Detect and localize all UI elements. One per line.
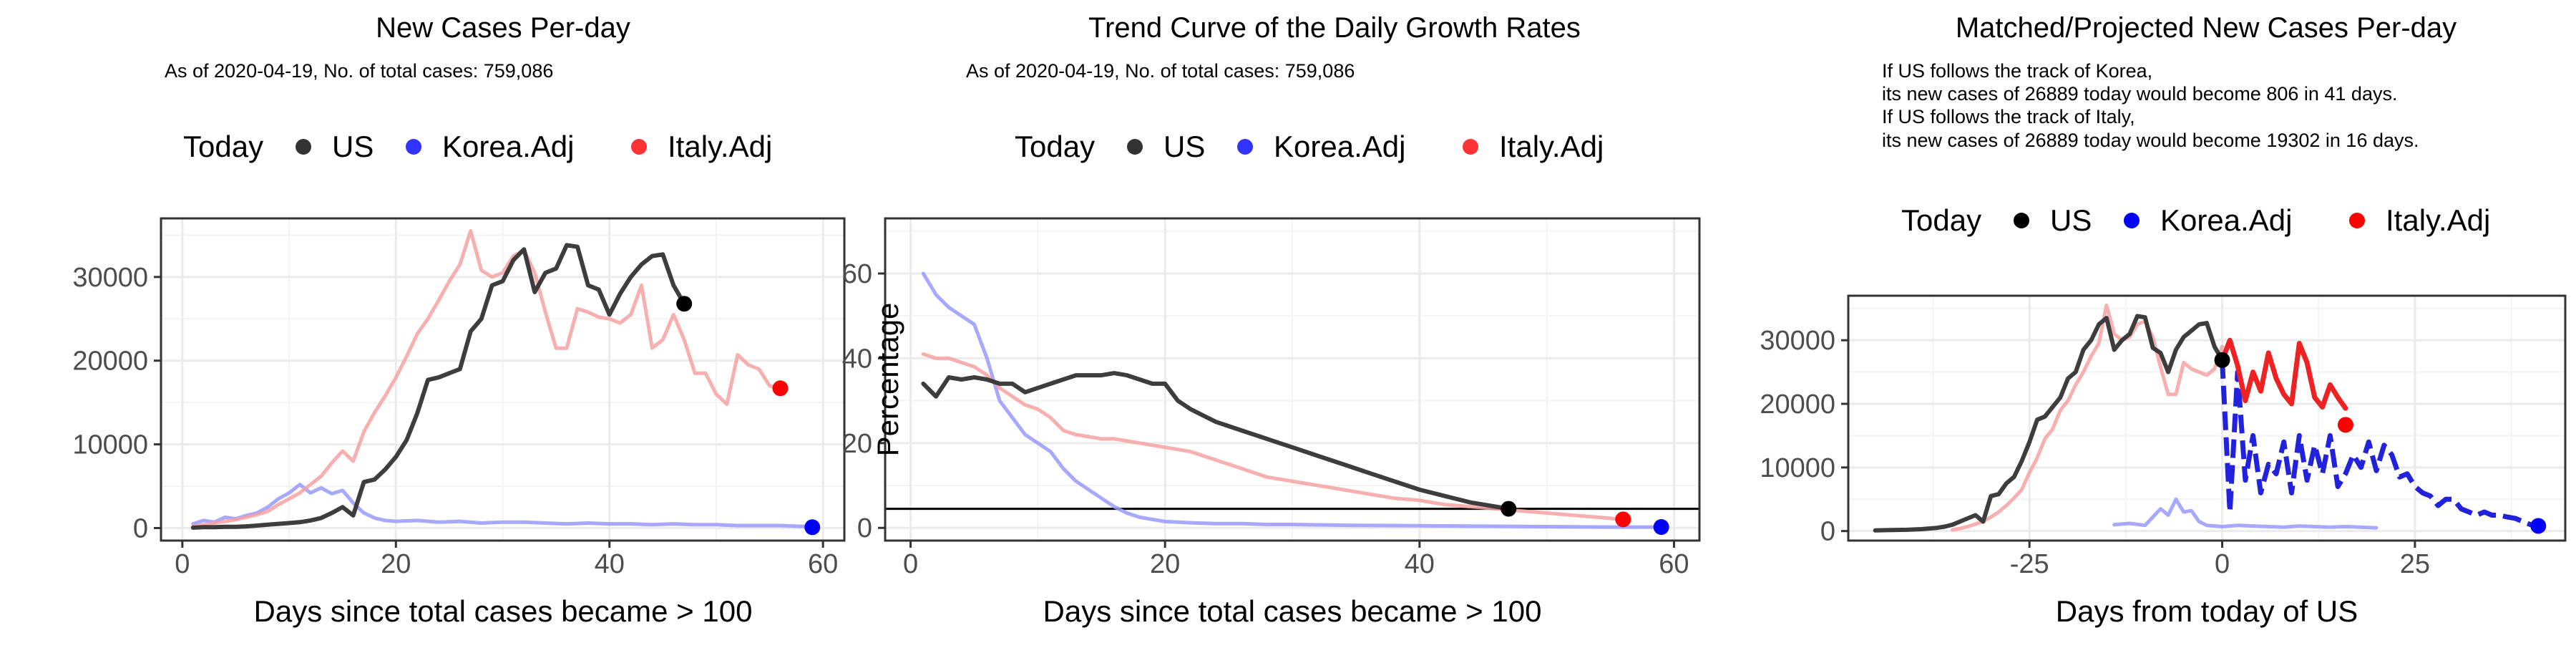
annotation-line: its new cases of 26889 today would becom… xyxy=(1882,130,2419,151)
series-lines xyxy=(190,229,814,530)
series-line-korea-adj xyxy=(2112,497,2379,530)
chart-panel-2: Trend Curve of the Daily Growth Rates As … xyxy=(842,12,1701,628)
x-tick-label: 0 xyxy=(175,549,190,579)
x-axis-title: Days since total cases became > 100 xyxy=(1043,594,1542,628)
today-point-korea-adj xyxy=(1653,519,1669,536)
y-tick-label: 30000 xyxy=(1760,326,1835,356)
x-tick-label: 25 xyxy=(2400,549,2430,579)
grid xyxy=(161,218,844,541)
annotation-line: its new cases of 26889 today would becom… xyxy=(1882,83,2397,105)
legend-title: Today xyxy=(183,130,263,163)
y-tick-label: 20000 xyxy=(72,347,148,377)
legend-label: Italy.Adj xyxy=(2386,203,2490,237)
x-tick-label: 40 xyxy=(1405,549,1435,579)
legend-label: US xyxy=(2050,203,2092,237)
legend-marker xyxy=(2124,213,2140,228)
series-line-italy-adj xyxy=(1951,303,2224,532)
today-point-italy-adj xyxy=(2337,417,2353,433)
legend-title: Today xyxy=(1015,130,1095,163)
y-tick-label: 40 xyxy=(842,344,872,374)
y-tick-label: 0 xyxy=(857,513,872,543)
series-lines xyxy=(1873,303,2539,533)
series-line-korea-adj xyxy=(921,271,1664,529)
x-tick-label: 60 xyxy=(1659,549,1689,579)
y-tick-label: 10000 xyxy=(72,430,148,460)
y-tick-label: 60 xyxy=(842,259,872,289)
today-point-italy-adj xyxy=(772,380,789,397)
chart-legend: Today US Korea.Adj Italy.Adj xyxy=(183,130,772,163)
legend-label: US xyxy=(332,130,374,163)
y-tick-label: 0 xyxy=(133,513,148,543)
chart-legend: Today US Korea.Adj Italy.Adj xyxy=(1901,203,2490,237)
legend-marker xyxy=(2349,213,2365,228)
today-point-italy-adj xyxy=(1615,511,1631,528)
today-point-us xyxy=(1501,500,1517,517)
x-axis-title: Days since total cases became > 100 xyxy=(254,594,753,628)
chart-panel-3: Matched/Projected New Cases Per-day If US… xyxy=(1760,12,2567,628)
series-line-italy-adj xyxy=(921,352,1625,521)
chart-subtitle: As of 2020-04-19, No. of total cases: 75… xyxy=(966,60,1355,82)
x-tick-label: 0 xyxy=(2215,549,2230,579)
x-tick-label: 20 xyxy=(381,549,411,579)
legend-marker xyxy=(1127,139,1143,155)
y-tick-label: 10000 xyxy=(1760,453,1835,483)
series-line-us xyxy=(921,371,1511,511)
legend-label: Korea.Adj xyxy=(1274,130,1405,163)
chart-title: Matched/Projected New Cases Per-day xyxy=(1956,12,2457,44)
y-axis-title: Percentage xyxy=(871,303,904,457)
annotation-line: If US follows the track of Italy, xyxy=(1882,106,2135,127)
annotation-line: If US follows the track of Korea, xyxy=(1882,60,2152,82)
series-line-us xyxy=(1873,314,2225,533)
legend-label: Korea.Adj xyxy=(442,130,574,163)
series-line-us xyxy=(190,243,687,530)
series-line-korea-adj xyxy=(191,483,814,528)
x-tick-label: 60 xyxy=(808,549,838,579)
today-point-korea-adj xyxy=(804,519,821,536)
legend-marker xyxy=(2014,213,2029,228)
today-point-us xyxy=(676,296,693,312)
y-tick-label: 30000 xyxy=(72,263,148,293)
chart-panel-1: New Cases Per-day As of 2020-04-19, No. o… xyxy=(72,12,846,628)
y-tick-label: 0 xyxy=(1820,517,1835,547)
legend-label: Korea.Adj xyxy=(2160,203,2292,237)
x-tick-label: -25 xyxy=(2010,549,2049,579)
x-tick-label: 0 xyxy=(903,549,918,579)
plot-border xyxy=(160,217,846,542)
series-line-korea-adj-projection xyxy=(2220,359,2539,528)
plot-border xyxy=(1847,294,2567,542)
legend-label: Italy.Adj xyxy=(1499,130,1604,163)
chart-legend: Today US Korea.Adj Italy.Adj xyxy=(1015,130,1604,163)
chart-title: New Cases Per-day xyxy=(376,12,630,44)
legend-label: US xyxy=(1163,130,1205,163)
grid xyxy=(885,218,1699,541)
series-line-italy-adj xyxy=(191,229,782,528)
y-tick-label: 20000 xyxy=(1760,390,1835,420)
today-point-us xyxy=(2214,352,2230,368)
x-tick-label: 40 xyxy=(595,549,625,579)
legend-marker xyxy=(631,139,647,155)
chart-title: Trend Curve of the Daily Growth Rates xyxy=(1088,12,1581,44)
legend-marker xyxy=(1463,139,1478,155)
legend-title: Today xyxy=(1901,203,1981,237)
series-lines xyxy=(921,271,1664,529)
legend-marker xyxy=(296,139,311,155)
legend-label: Italy.Adj xyxy=(668,130,772,163)
today-point-korea-adj xyxy=(2530,518,2547,534)
y-tick-label: 20 xyxy=(842,429,872,459)
plot-border xyxy=(884,217,1701,542)
legend-marker xyxy=(406,139,421,155)
x-axis-title: Days from today of US xyxy=(2056,594,2358,628)
legend-marker xyxy=(1237,139,1253,155)
x-tick-label: 20 xyxy=(1150,549,1180,579)
series-line-italy-adj-projection xyxy=(2220,337,2348,411)
chart-subtitle: As of 2020-04-19, No. of total cases: 75… xyxy=(165,60,553,82)
